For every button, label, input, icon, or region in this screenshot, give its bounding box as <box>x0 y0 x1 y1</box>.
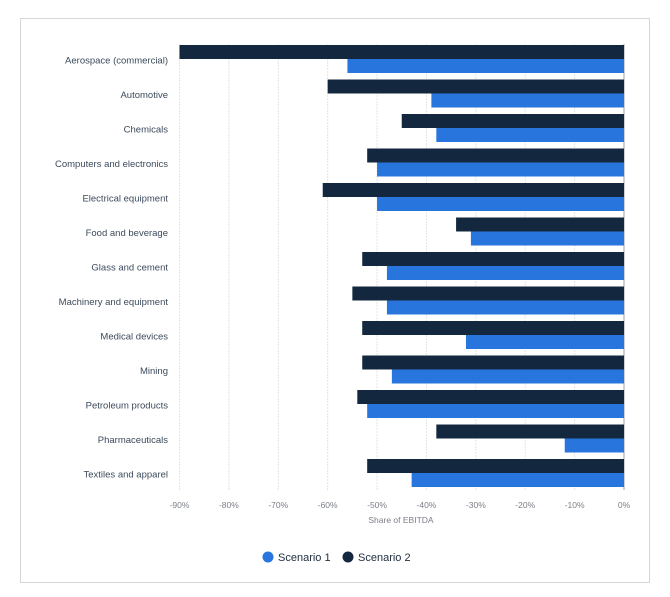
bar-scenario-2 <box>456 217 624 232</box>
bar-scenario-1 <box>564 438 624 453</box>
bar-scenario-2 <box>179 45 624 59</box>
bar-scenario-1 <box>377 162 624 177</box>
category-label: Electrical equipment <box>82 194 168 205</box>
x-tick-label: -10% <box>565 500 585 510</box>
x-tick-label: -90% <box>170 500 190 510</box>
x-tick-label: -60% <box>318 500 338 510</box>
legend-label: Scenario 1 <box>278 552 331 564</box>
bar-scenario-2 <box>327 79 624 94</box>
bar-scenario-2 <box>367 459 624 473</box>
bar-scenario-1 <box>377 197 624 211</box>
category-label: Glass and cement <box>91 263 168 274</box>
legend: Scenario 1 Scenario 2 <box>262 551 411 564</box>
x-axis-title: Share of EBITDA <box>368 515 434 525</box>
x-tick-label: -80% <box>219 500 239 510</box>
category-label: Automotive <box>120 90 168 101</box>
bar-scenario-2 <box>362 355 624 370</box>
bar-scenario-2 <box>362 321 624 335</box>
bar-scenario-2 <box>352 286 624 301</box>
x-tick-label: -30% <box>466 500 486 510</box>
x-tick-label: -40% <box>417 500 437 510</box>
category-label: Textiles and apparel <box>84 470 169 481</box>
legend-marker-icon <box>262 551 274 563</box>
bar-scenario-2 <box>436 424 624 439</box>
bar-scenario-2 <box>367 148 624 163</box>
category-label: Pharmaceuticals <box>98 435 168 446</box>
category-label: Petroleum products <box>86 401 169 412</box>
category-label: Food and beverage <box>86 228 168 239</box>
category-label: Medical devices <box>100 332 168 343</box>
bar-scenario-1 <box>367 404 624 418</box>
category-label: Computers and electronics <box>55 159 168 170</box>
bar-scenario-2 <box>362 252 624 266</box>
x-tick-label: 0% <box>618 500 631 510</box>
legend-marker-icon <box>342 551 354 563</box>
legend-label: Scenario 2 <box>358 552 411 564</box>
category-label: Mining <box>140 366 168 377</box>
bar-scenario-1 <box>465 335 624 349</box>
bar-scenario-1 <box>411 473 624 487</box>
category-labels: Aerospace (commercial) Automotive Chemical… <box>55 56 168 481</box>
chart-frame <box>20 18 650 583</box>
category-label: Machinery and equipment <box>59 297 169 308</box>
bar-scenario-1 <box>386 300 624 315</box>
bars <box>179 45 624 487</box>
bar-scenario-1 <box>347 59 624 73</box>
category-label: Aerospace (commercial) <box>65 56 168 67</box>
bar-scenario-1 <box>470 231 624 246</box>
bar-scenario-2 <box>357 390 624 404</box>
x-tick-label: -70% <box>268 500 288 510</box>
x-tick-labels: -90% -80% -70% -60% -50% -40% -30% -20% -10% 0% <box>170 500 631 510</box>
bar-scenario-2 <box>401 114 624 128</box>
bar-scenario-1 <box>386 266 624 280</box>
bar-scenario-1 <box>391 369 624 384</box>
category-label: Chemicals <box>124 125 169 136</box>
bar-scenario-2 <box>322 183 624 197</box>
bar-scenario-1 <box>431 93 624 108</box>
bar-scenario-1 <box>436 128 624 142</box>
x-tick-label: -20% <box>515 500 535 510</box>
x-tick-label: -50% <box>367 500 387 510</box>
